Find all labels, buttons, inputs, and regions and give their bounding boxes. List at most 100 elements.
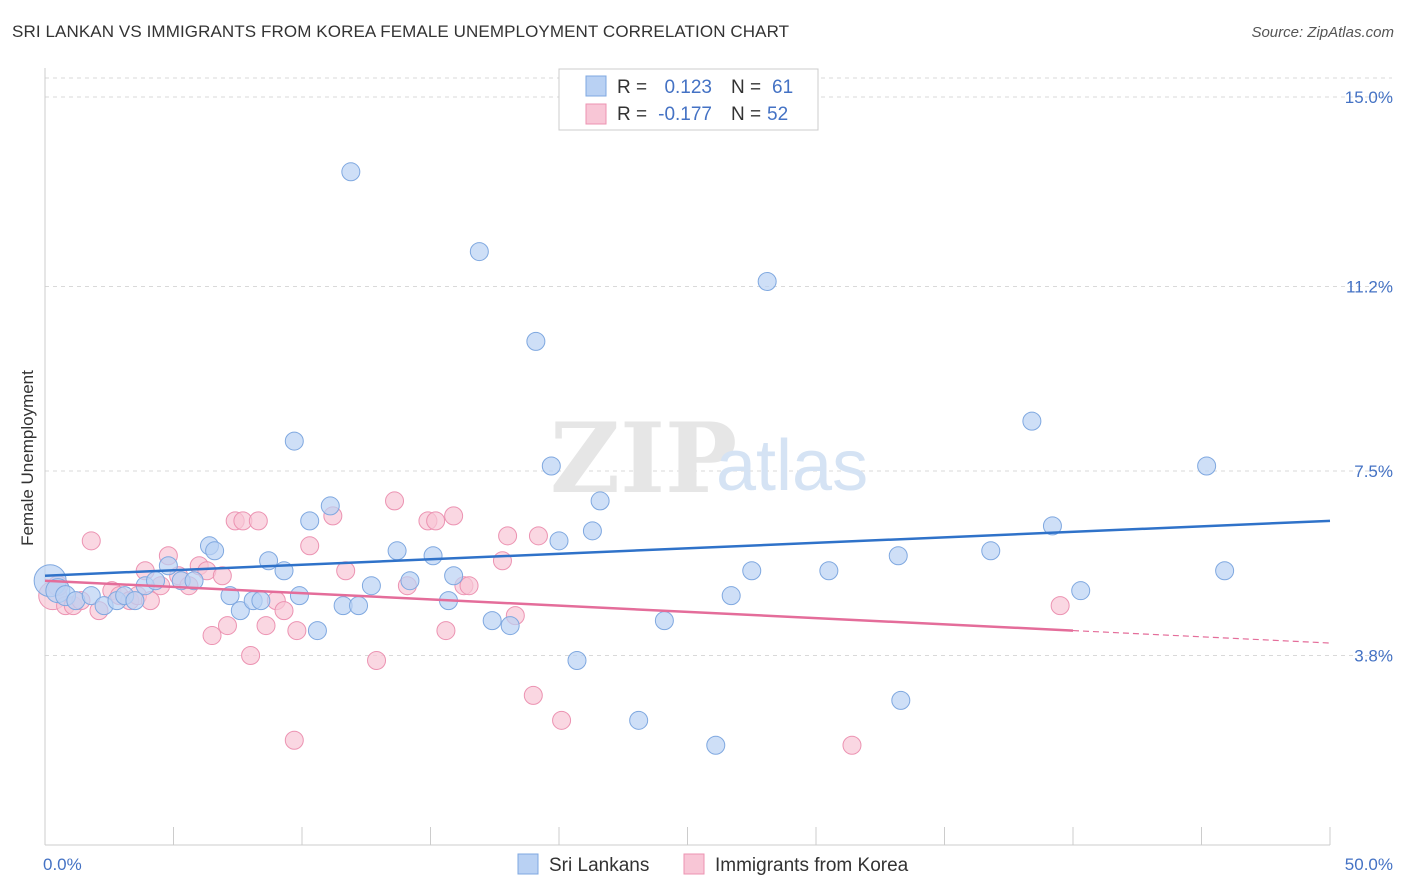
srilankans-point-47 — [706, 735, 726, 755]
source-label: Source: ZipAtlas.com — [1251, 24, 1394, 41]
korea-point-34 — [367, 650, 387, 670]
korea-point-33 — [336, 561, 356, 581]
korea-point-20 — [212, 566, 232, 586]
korea-point-35 — [385, 491, 405, 511]
korea-point-49 — [842, 735, 862, 755]
korea-point-47 — [528, 526, 548, 546]
srilankans-point-48 — [721, 586, 741, 606]
srilankans-point-51 — [819, 561, 839, 581]
korea-point-39 — [436, 621, 456, 641]
korea-point-46 — [523, 685, 543, 705]
watermark-zip: ZIP — [550, 402, 737, 515]
srilankans-point-52 — [888, 546, 908, 566]
korea-point-28 — [274, 601, 294, 621]
bottom-legend-swatch-srilankans — [517, 853, 539, 875]
legend-r-label-0: R = — [617, 77, 647, 98]
srilankans-point-33 — [423, 546, 443, 566]
y-tick-labels: 3.8% 7.5% 11.2% 15.0% — [1345, 88, 1393, 666]
srilankans-point-53 — [891, 690, 911, 710]
srilankans-point-36 — [469, 242, 489, 262]
korea-point-42 — [459, 576, 479, 596]
srilankans-point-43 — [582, 521, 602, 541]
korea-point-26 — [256, 616, 276, 636]
korea-point-29 — [284, 730, 304, 750]
korea-point-48 — [552, 710, 572, 730]
srilankans-point-58 — [1197, 456, 1217, 476]
grid-lines — [45, 77, 1392, 657]
korea-point-24 — [241, 646, 261, 666]
srilankans-point-26 — [320, 496, 340, 516]
bottom-legend-swatch-korea — [683, 853, 705, 875]
srilankans-point-38 — [500, 616, 520, 636]
srilankans-point-39 — [526, 331, 546, 351]
korea-point-38 — [426, 511, 446, 531]
x-tick-label-1: 50.0% — [1345, 855, 1393, 874]
bottom-legend: Sri Lankans Immigrants from Korea — [517, 853, 909, 876]
watermark-atlas: atlas — [716, 426, 868, 506]
srilankans-point-23 — [289, 586, 309, 606]
srilankans-point-17 — [230, 601, 250, 621]
srilankans-point-16 — [220, 586, 240, 606]
srilankans-point-50 — [757, 272, 777, 292]
srilankans-point-32 — [400, 571, 420, 591]
srilankans-point-41 — [549, 531, 569, 551]
x-tick-label-0: 0.0% — [43, 855, 82, 874]
legend-r-value-0: 0.123 — [664, 77, 712, 98]
srilankans-point-59 — [1215, 561, 1235, 581]
srilankans-point-19 — [251, 591, 271, 611]
legend-n-label-0: N = — [731, 77, 761, 98]
legend-r-value-1: -0.177 — [658, 104, 712, 125]
korea-point-5 — [81, 531, 101, 551]
srilankans-point-42 — [567, 650, 587, 670]
srilankans-point-45 — [629, 710, 649, 730]
srilankans-point-44 — [590, 491, 610, 511]
srilankans-point-28 — [341, 162, 361, 182]
srilankans-point-46 — [654, 611, 674, 631]
srilankans-point-31 — [387, 541, 407, 561]
y-tick-label-1: 7.5% — [1354, 462, 1393, 481]
srilankans-point-56 — [1042, 516, 1062, 536]
srilankans-point-24 — [300, 511, 320, 531]
srilankans-point-40 — [541, 456, 561, 476]
top-legend: R = 0.123 N = 61 R = -0.177 N = 52 — [558, 68, 819, 131]
srilankans-point-29 — [349, 596, 369, 616]
y-axis-label: Female Unemployment — [18, 370, 37, 546]
srilankans-point-11 — [158, 556, 178, 576]
korea-point-31 — [300, 536, 320, 556]
korea-point-44 — [498, 526, 518, 546]
y-tick-label-3: 15.0% — [1345, 88, 1393, 107]
watermark: ZIP atlas — [550, 402, 868, 515]
legend-n-value-1: 52 — [767, 104, 788, 125]
x-tick-labels: 0.0% 50.0% — [43, 855, 1393, 874]
korea-point-25 — [248, 511, 268, 531]
srilankans-point-4 — [81, 586, 101, 606]
korea-point-50 — [1050, 596, 1070, 616]
srilankans-point-35 — [444, 566, 464, 586]
legend-n-value-0: 61 — [772, 77, 793, 98]
srilankans-point-15 — [205, 541, 225, 561]
series-srilankans-points — [33, 162, 1235, 755]
bottom-legend-label-srilankans: Sri Lankans — [549, 855, 649, 876]
y-tick-label-2: 11.2% — [1346, 277, 1393, 296]
srilankans-point-49 — [742, 561, 762, 581]
trend-line-korea-extension — [1072, 629, 1331, 644]
srilankans-point-54 — [981, 541, 1001, 561]
legend-swatch-korea — [585, 103, 607, 125]
trend-lines — [44, 519, 1331, 644]
y-tick-label-0: 3.8% — [1354, 647, 1393, 666]
axes — [44, 68, 1331, 846]
srilankans-point-57 — [1071, 581, 1091, 601]
korea-point-30 — [287, 621, 307, 641]
chart-title: SRI LANKAN VS IMMIGRANTS FROM KOREA FEMA… — [12, 22, 790, 41]
srilankans-point-25 — [307, 621, 327, 641]
srilankans-point-8 — [125, 591, 145, 611]
trend-line-srilankans — [44, 519, 1331, 577]
srilankans-point-30 — [361, 576, 381, 596]
bottom-legend-label-korea: Immigrants from Korea — [715, 855, 909, 876]
srilankans-point-22 — [284, 431, 304, 451]
legend-r-label-1: R = — [617, 104, 647, 125]
korea-point-40 — [444, 506, 464, 526]
srilankans-point-13 — [184, 571, 204, 591]
korea-point-19 — [202, 626, 222, 646]
